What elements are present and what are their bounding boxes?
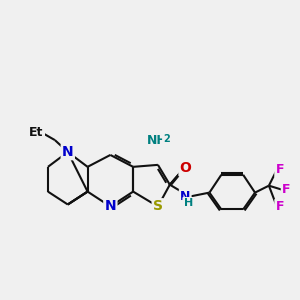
Text: N: N	[180, 190, 190, 203]
Text: H: H	[184, 198, 193, 208]
Text: F: F	[275, 200, 284, 213]
Text: F: F	[282, 183, 290, 196]
Text: Et: Et	[29, 126, 44, 139]
Text: NH: NH	[147, 134, 167, 147]
Text: O: O	[180, 161, 192, 175]
Text: S: S	[153, 200, 163, 214]
Text: N: N	[62, 145, 74, 159]
Text: 2: 2	[163, 134, 170, 144]
Text: F: F	[275, 163, 284, 176]
Text: N: N	[105, 200, 116, 214]
